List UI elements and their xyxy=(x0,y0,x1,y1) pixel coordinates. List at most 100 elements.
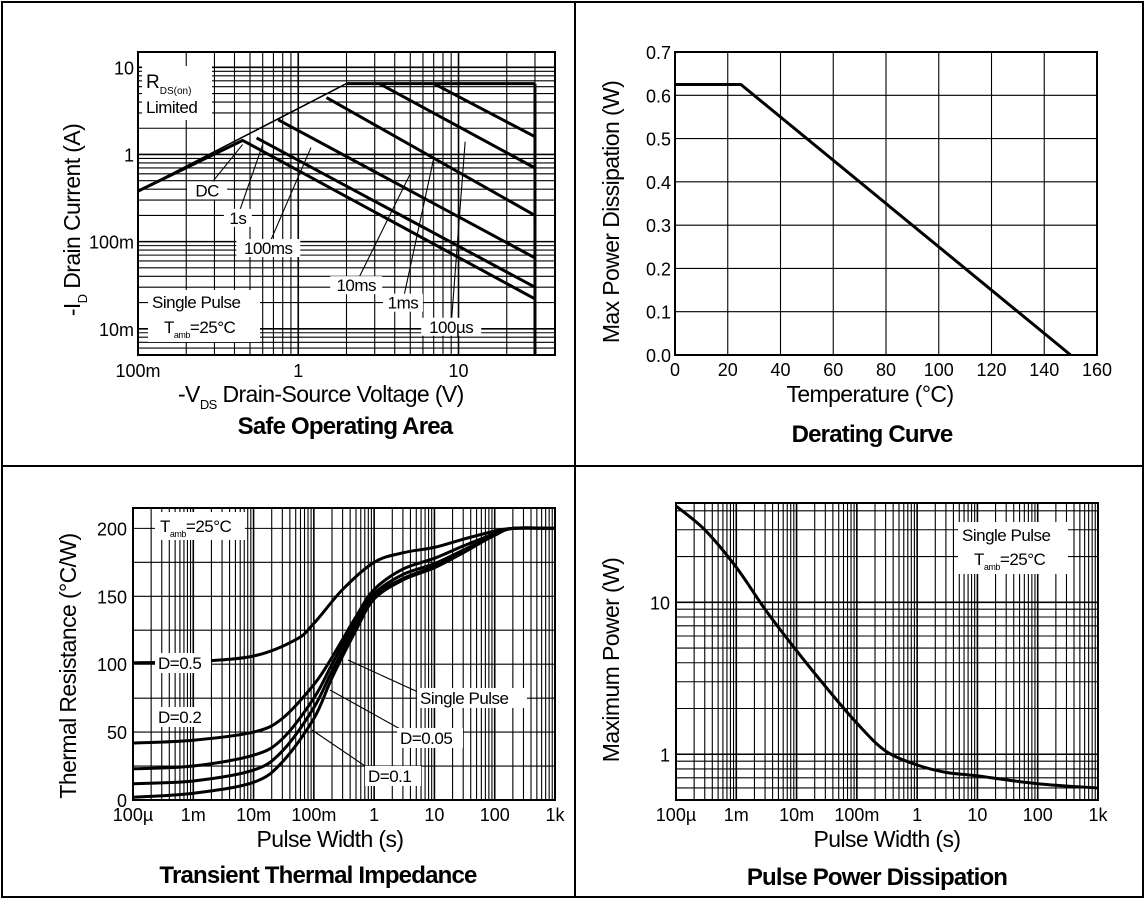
y-tick-label: 0.6 xyxy=(646,86,671,106)
leader-line xyxy=(206,144,244,189)
soa-line-100s xyxy=(433,82,536,139)
x-tick-label: 1 xyxy=(369,805,379,825)
soa-line-1ms xyxy=(378,82,536,170)
x-tick-label: 1m xyxy=(181,805,206,825)
chart-title: Safe Operating Area xyxy=(238,413,454,440)
label-bg xyxy=(155,707,211,727)
x-tick-label: 40 xyxy=(770,360,790,380)
x-tick-label: 160 xyxy=(1082,360,1112,380)
chart-title: Derating Curve xyxy=(792,421,953,448)
x-tick-label: 100m xyxy=(115,361,160,381)
x-tick-label: 100µ xyxy=(113,805,153,825)
x-tick-label: 0 xyxy=(670,360,680,380)
label-bg xyxy=(397,728,463,748)
series-label: D=0.1 xyxy=(368,767,411,786)
x-tick-label: 10 xyxy=(967,805,987,825)
y-tick-label: 10m xyxy=(99,320,134,340)
y-tick-label: 1 xyxy=(660,745,670,765)
derating-line xyxy=(675,83,1072,357)
label-bg xyxy=(365,766,421,786)
y-axis-label: Max Power Dissipation (W) xyxy=(598,81,624,343)
x-tick-label: 10m xyxy=(779,805,814,825)
x-axis-label: Pulse Width (s) xyxy=(814,826,961,852)
chart-title: Transient Thermal Impedance xyxy=(159,862,477,889)
leader-line xyxy=(267,147,312,247)
x-tick-label: 140 xyxy=(1029,360,1059,380)
chart-title: Pulse Power Dissipation xyxy=(747,864,1007,891)
thermal-curve-singlepulse xyxy=(132,526,556,799)
leader-line xyxy=(450,141,466,325)
y-tick-label: 0.2 xyxy=(646,259,671,279)
leader-line xyxy=(347,659,419,693)
note-line2: Tamb=25°C xyxy=(164,318,236,340)
leader-line xyxy=(237,144,264,217)
x-tick-label: 100m xyxy=(834,805,879,825)
label-bg xyxy=(223,208,252,227)
soa-line-1s xyxy=(255,136,536,289)
label-bg xyxy=(417,688,527,708)
series-label: D=0.05 xyxy=(400,729,452,748)
y-tick-label: 150 xyxy=(97,587,127,607)
x-tick-label: 1 xyxy=(912,805,922,825)
soa-line-dc xyxy=(137,138,536,301)
plot-frame xyxy=(132,507,556,801)
note-line2: Tamb=25°C xyxy=(974,550,1046,572)
label-bg xyxy=(187,181,228,200)
leader-line xyxy=(311,729,369,769)
x-tick-label: 10 xyxy=(448,361,468,381)
x-tick-label: 100µ xyxy=(656,805,696,825)
y-tick-label: 100m xyxy=(89,233,134,253)
label-bg xyxy=(148,290,260,342)
x-tick-label: 100m xyxy=(291,805,336,825)
note-line1: Single Pulse xyxy=(962,526,1051,545)
label-bg xyxy=(142,66,212,120)
y-tick-label: 1 xyxy=(124,145,134,165)
y-tick-label: 100 xyxy=(97,655,127,675)
x-axis-label: -VDS Drain-Source Voltage (V) xyxy=(178,381,464,412)
safe-operating-area-chart: DC 1s 100ms 10ms 1ms 100µs RDS(on)Limited Singl… xyxy=(59,51,556,440)
label-bg xyxy=(330,276,383,295)
y-tick-label: 0.3 xyxy=(646,216,671,236)
plot-frame xyxy=(675,502,1099,801)
y-tick-label: 0.4 xyxy=(646,173,671,193)
note-line1: Single Pulse xyxy=(152,293,241,312)
plot-frame xyxy=(674,51,1098,356)
y-axis-label: Thermal Resistance (°C/W) xyxy=(55,533,81,798)
x-tick-label: 100 xyxy=(1023,805,1053,825)
label-bg xyxy=(958,522,1068,574)
y-tick-label: 0.5 xyxy=(646,130,671,150)
x-axis-label: Temperature (°C) xyxy=(786,381,953,407)
y-axis-label: Maximum Power (W) xyxy=(598,558,624,762)
x-tick-label: 1m xyxy=(724,805,749,825)
rds-label-limited: Limited xyxy=(146,98,197,117)
series-label: 1ms xyxy=(388,294,419,313)
leader-line xyxy=(402,158,435,301)
y-tick-label: 200 xyxy=(97,519,127,539)
x-tick-label: 120 xyxy=(976,360,1006,380)
y-tick-label: 0.1 xyxy=(646,303,671,323)
soa-line-100ms xyxy=(277,118,536,260)
x-tick-label: 100 xyxy=(480,805,510,825)
x-tick-label: 80 xyxy=(876,360,896,380)
series-label: 100µs xyxy=(429,318,473,337)
label-bg xyxy=(382,293,423,312)
x-tick-label: 100 xyxy=(924,360,954,380)
label-bg xyxy=(236,239,301,258)
derating-curve-chart: 0 20 40 60 80 100 120 140 160 0.0 0.1 0.2 0.3 0.4 0.5 0… xyxy=(598,43,1112,448)
y-tick-label: 0 xyxy=(117,791,127,811)
series-label: 100ms xyxy=(244,239,293,258)
x-tick-label: 10 xyxy=(424,805,444,825)
series-label: D=0.2 xyxy=(158,708,201,727)
y-tick-label: 10 xyxy=(650,593,670,613)
y-tick-label: 0.7 xyxy=(646,43,671,63)
series-label: D=0.5 xyxy=(158,654,201,673)
x-tick-label: 10m xyxy=(236,805,271,825)
y-tick-label: 10 xyxy=(114,58,134,78)
x-tick-label: 1 xyxy=(293,361,303,381)
x-tick-label: 1k xyxy=(1088,805,1108,825)
leader-line xyxy=(355,173,411,284)
y-axis-label: -ID Drain Current (A) xyxy=(59,124,90,316)
label-bg xyxy=(155,512,245,540)
